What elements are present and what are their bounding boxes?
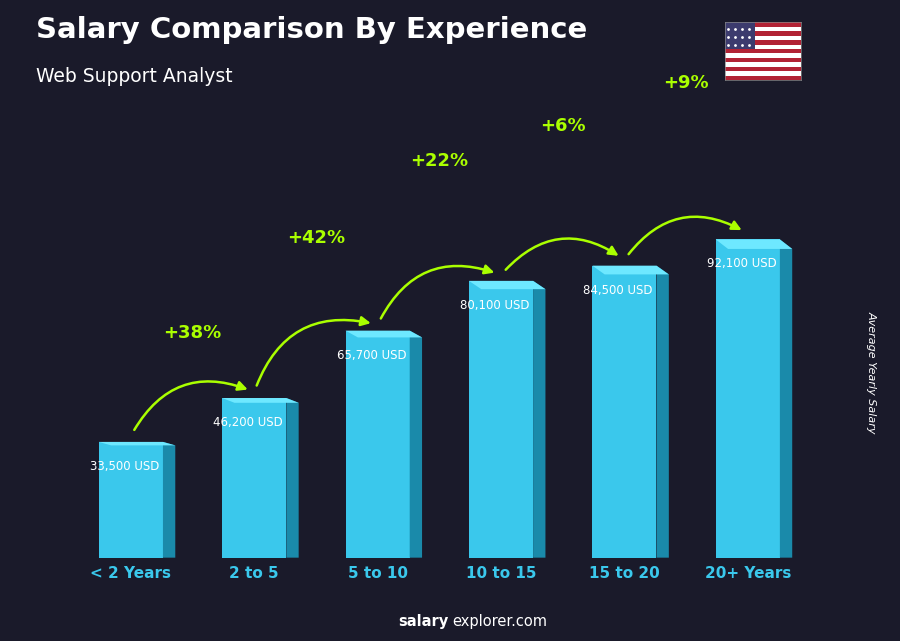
Bar <box>724 22 755 49</box>
Polygon shape <box>533 281 545 558</box>
Polygon shape <box>163 442 176 558</box>
Bar <box>724 62 801 67</box>
Bar <box>724 27 801 31</box>
Bar <box>724 76 801 80</box>
Bar <box>724 53 801 58</box>
Text: 92,100 USD: 92,100 USD <box>706 257 777 271</box>
Text: 65,700 USD: 65,700 USD <box>337 349 406 362</box>
Text: +38%: +38% <box>164 324 221 342</box>
Text: salary: salary <box>398 615 448 629</box>
Bar <box>724 22 801 27</box>
Bar <box>716 239 780 558</box>
Bar <box>346 331 410 558</box>
Text: 33,500 USD: 33,500 USD <box>90 460 159 473</box>
Bar <box>724 49 801 53</box>
Polygon shape <box>656 265 669 558</box>
Text: +22%: +22% <box>410 151 468 170</box>
Bar <box>222 398 286 558</box>
Polygon shape <box>592 265 669 274</box>
Polygon shape <box>99 442 176 445</box>
Polygon shape <box>346 331 422 337</box>
Text: Salary Comparison By Experience: Salary Comparison By Experience <box>36 16 587 44</box>
Bar <box>724 40 801 45</box>
Text: explorer.com: explorer.com <box>452 615 547 629</box>
Bar <box>592 265 656 558</box>
Text: Average Yearly Salary: Average Yearly Salary <box>866 310 877 433</box>
Text: +42%: +42% <box>287 229 345 247</box>
Text: 80,100 USD: 80,100 USD <box>460 299 529 312</box>
Polygon shape <box>716 239 792 249</box>
Bar <box>724 36 801 40</box>
Bar <box>724 71 801 76</box>
Text: Web Support Analyst: Web Support Analyst <box>36 67 232 87</box>
Bar <box>99 442 163 558</box>
Bar <box>724 31 801 36</box>
Polygon shape <box>410 331 422 558</box>
Bar <box>724 58 801 62</box>
Polygon shape <box>286 398 299 558</box>
Text: +9%: +9% <box>663 74 709 92</box>
Text: +6%: +6% <box>540 117 586 135</box>
Polygon shape <box>780 239 792 558</box>
Bar <box>724 45 801 49</box>
Bar <box>724 67 801 71</box>
Text: 84,500 USD: 84,500 USD <box>583 283 653 297</box>
Polygon shape <box>469 281 545 289</box>
Polygon shape <box>222 398 299 403</box>
Bar <box>469 281 533 558</box>
Text: 46,200 USD: 46,200 USD <box>213 416 283 429</box>
